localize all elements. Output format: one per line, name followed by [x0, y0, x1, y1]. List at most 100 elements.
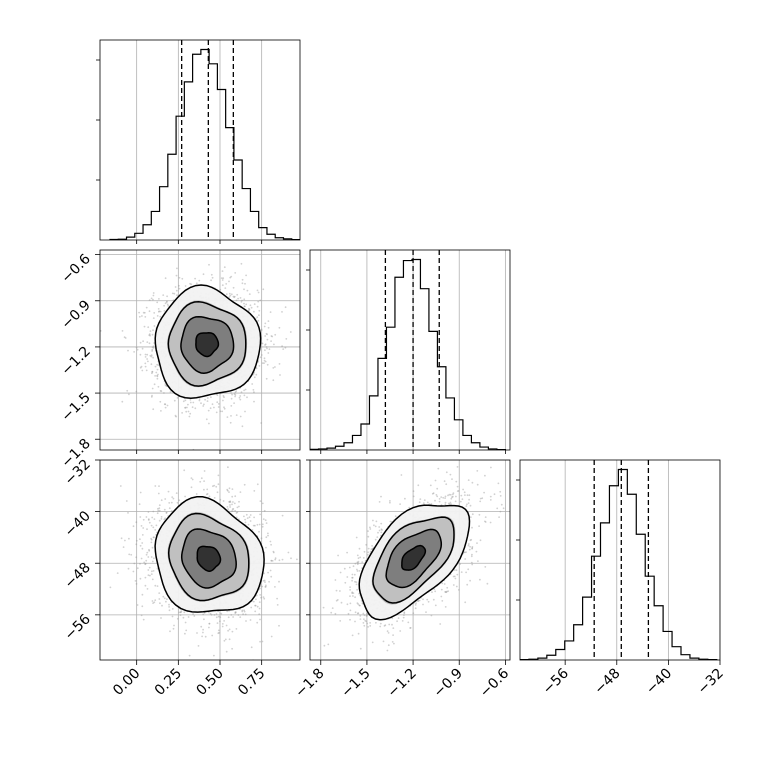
- scatter-point: [250, 606, 253, 609]
- scatter-point: [235, 611, 237, 614]
- scatter-point: [253, 303, 256, 305]
- scatter-point: [221, 623, 224, 625]
- scatter-point: [278, 363, 281, 365]
- scatter-point: [245, 513, 248, 516]
- panel-content: [100, 250, 300, 450]
- scatter-point: [160, 499, 163, 502]
- scatter-point: [263, 579, 266, 582]
- scatter-point: [139, 341, 142, 344]
- scatter-point: [231, 630, 234, 633]
- scatter-point: [158, 592, 161, 594]
- scatter-point: [144, 356, 147, 358]
- scatter-point: [209, 407, 212, 410]
- scatter-point: [168, 609, 171, 612]
- scatter-point: [272, 367, 275, 369]
- scatter-point: [210, 396, 212, 399]
- scatter-point: [252, 524, 255, 527]
- scatter-point: [229, 506, 232, 508]
- scatter-point: [208, 422, 210, 425]
- scatter-point: [133, 562, 136, 565]
- scatter-point: [211, 276, 214, 279]
- scatter-point: [234, 272, 237, 274]
- scatter-point: [170, 501, 173, 504]
- scatter-point: [217, 615, 220, 618]
- scatter-point: [267, 532, 269, 535]
- scatter-point: [159, 310, 162, 313]
- scatter-point: [184, 406, 187, 409]
- scatter-point: [151, 578, 154, 581]
- scatter-point: [199, 480, 202, 483]
- scatter-point: [160, 617, 162, 619]
- scatter-point: [213, 406, 215, 409]
- scatter-point: [228, 491, 230, 493]
- scatter-point: [232, 508, 235, 510]
- scatter-point: [261, 502, 264, 505]
- scatter-point: [159, 602, 161, 605]
- scatter-point: [251, 383, 254, 385]
- histogram-step: [520, 468, 718, 660]
- scatter-point: [159, 400, 162, 403]
- scatter-point: [269, 569, 272, 572]
- scatter-point: [258, 607, 261, 610]
- scatter-point: [285, 338, 288, 340]
- scatter-point: [208, 622, 211, 625]
- scatter-point: [230, 614, 233, 616]
- scatter-point: [253, 400, 255, 403]
- scatter-point: [270, 635, 273, 638]
- scatter-point: [239, 398, 242, 401]
- scatter-point: [256, 305, 259, 308]
- scatter-point: [224, 287, 227, 289]
- scatter-point: [144, 584, 147, 587]
- scatter-point: [140, 614, 143, 617]
- scatter-point: [176, 617, 179, 620]
- scatter-point: [226, 506, 229, 508]
- contour-line: [195, 332, 220, 358]
- panel-content: [520, 460, 720, 660]
- scatter-point: [156, 315, 159, 317]
- scatter-point: [254, 610, 257, 613]
- scatter-point: [121, 330, 124, 332]
- scatter-point: [264, 322, 267, 325]
- scatter-point: [190, 477, 193, 479]
- scatter-point: [228, 638, 231, 641]
- scatter-point: [244, 305, 246, 308]
- scatter-point: [217, 403, 220, 405]
- marginal-panel-2: [516, 459, 721, 661]
- scatter-point: [222, 399, 224, 402]
- scatter-point: [176, 397, 179, 399]
- scatter-point: [165, 384, 168, 387]
- scatter-point: [150, 538, 153, 541]
- scatter-point: [259, 618, 261, 621]
- scatter-point: [217, 474, 220, 477]
- scatter-point: [135, 543, 138, 546]
- scatter-point: [226, 610, 229, 613]
- scatter-point: [152, 292, 155, 294]
- scatter-point: [148, 521, 151, 524]
- scatter-point: [147, 326, 150, 329]
- scatter-point: [160, 410, 162, 412]
- scatter-point: [127, 349, 129, 352]
- panel-border: [99, 249, 301, 451]
- scatter-point: [145, 516, 148, 518]
- scatter-point: [269, 311, 272, 313]
- scatter-point: [150, 297, 153, 300]
- scatter-point: [157, 373, 159, 376]
- scatter-point: [175, 415, 178, 418]
- scatter-point: [151, 370, 154, 373]
- scatter-point: [150, 541, 153, 544]
- scatter-point: [147, 574, 150, 577]
- scatter-point: [215, 616, 218, 619]
- scatter-point: [262, 596, 265, 598]
- scatter-point: [227, 629, 230, 632]
- scatter-point: [150, 524, 153, 527]
- scatter-point: [158, 310, 160, 313]
- scatter-point: [216, 401, 219, 404]
- scatter-point: [274, 333, 277, 336]
- scatter-point: [158, 310, 161, 313]
- scatter-point: [159, 390, 162, 392]
- scatter-point: [227, 616, 230, 619]
- scatter-point: [202, 405, 205, 407]
- scatter-point: [149, 330, 152, 332]
- scatter-point: [165, 512, 168, 514]
- scatter-point: [243, 515, 245, 518]
